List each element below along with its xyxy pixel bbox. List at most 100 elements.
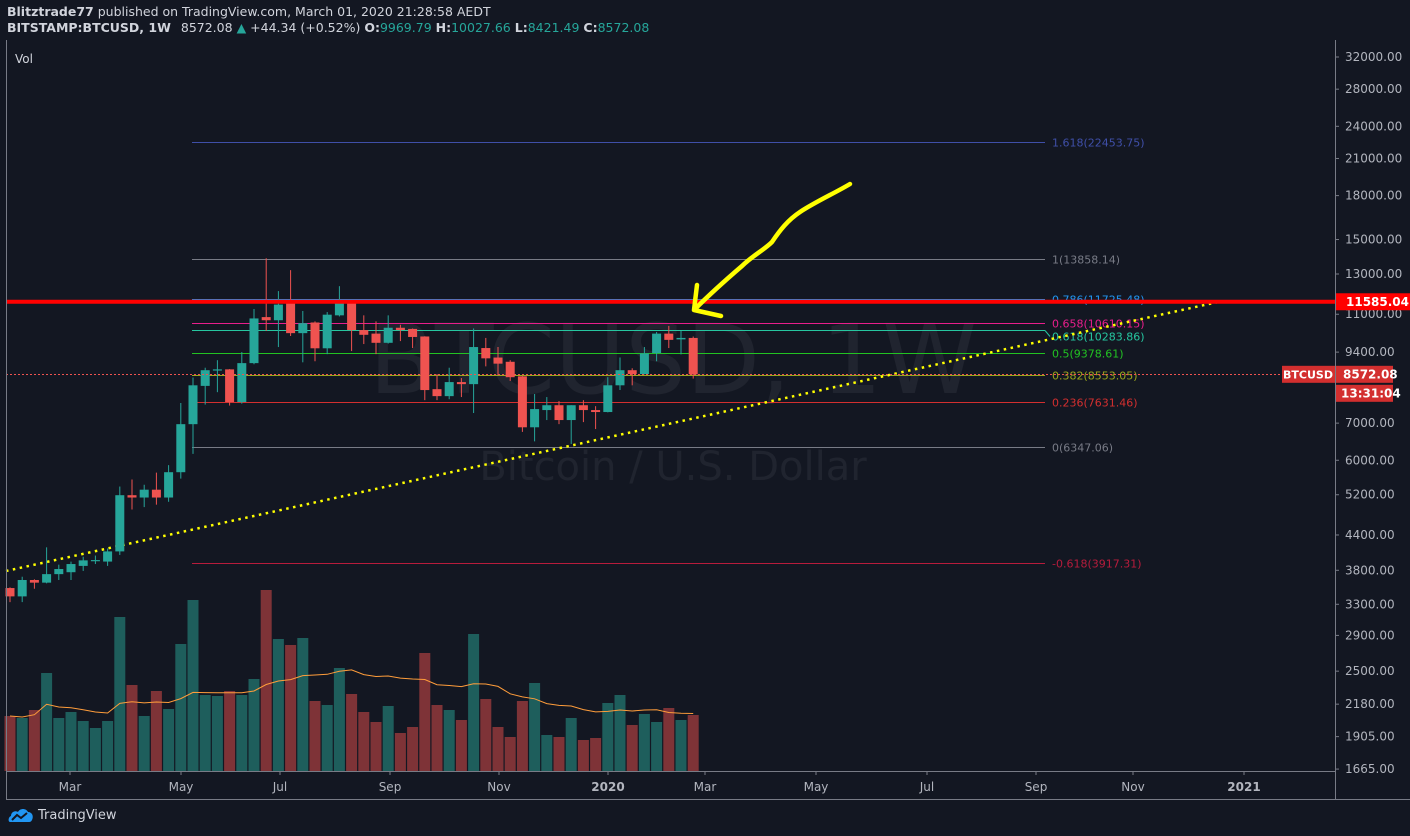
candle-body (78, 560, 88, 566)
price-change: +44.34 (+0.52%) (250, 20, 361, 35)
volume-bar (358, 712, 370, 771)
price-axis-label: 24000.00 (1345, 119, 1402, 133)
time-axis-label: Jul (919, 780, 934, 794)
candle (261, 258, 271, 332)
candle (298, 310, 308, 363)
candle-body (420, 336, 430, 391)
candle-body (103, 551, 113, 562)
last-price-tag (1336, 365, 1393, 383)
volume-bar (577, 740, 589, 771)
candle-body (359, 330, 369, 335)
candle-body (395, 327, 405, 331)
time-axis-label: May (804, 780, 829, 794)
hand-drawn-arrow-annotation[interactable] (691, 181, 853, 319)
volume-bar (187, 600, 199, 771)
symbol-watermark: BTCUSD, 1W Bitcoin / U.S. Dollar (369, 304, 977, 490)
candle (676, 331, 686, 355)
volume-bar (431, 705, 443, 771)
price-axis-label: 2500.00 (1345, 664, 1395, 678)
candle (652, 331, 662, 362)
price-axis[interactable]: 32000.00 28000.00 24000.00 21000.00 18000.00… (1335, 50, 1402, 776)
low-label: L: (514, 20, 528, 35)
candle (237, 352, 247, 404)
volume-bar (516, 701, 528, 771)
tradingview-branding[interactable]: TradingView (8, 807, 117, 823)
volume-bar (65, 712, 77, 771)
volume-bar (211, 696, 223, 771)
volume-bar (260, 590, 272, 771)
candle-body (90, 560, 100, 562)
candle (688, 336, 698, 379)
candle (456, 378, 466, 398)
candlestick-series (5, 258, 698, 603)
candle-body (652, 333, 662, 354)
candle (578, 400, 588, 423)
candle-body (42, 574, 52, 583)
candle-body (249, 318, 259, 364)
candle-body (298, 323, 308, 334)
candle (639, 347, 649, 375)
candle (5, 587, 15, 603)
candle (54, 564, 64, 580)
author-name[interactable]: Blitztrade77 (7, 4, 94, 19)
volume-bar (443, 710, 455, 771)
volume-bar (53, 718, 65, 771)
low-value: 8421.49 (527, 20, 580, 35)
candle (542, 397, 552, 421)
price-axis-label: 7000.00 (1345, 416, 1395, 430)
countdown-tag (1336, 384, 1393, 402)
volume-bar (638, 714, 650, 771)
volume-bar (163, 709, 175, 771)
high-value: 10027.66 (451, 20, 511, 35)
candle-body (578, 405, 588, 411)
candle-body (334, 302, 344, 316)
fib-level-label: 1.618(22453.75) (1052, 137, 1145, 150)
volume-bar (16, 718, 28, 771)
volume-pane-label[interactable]: Vol (15, 52, 33, 66)
candle (17, 576, 27, 603)
candle (383, 315, 393, 344)
candle-body (432, 389, 442, 397)
volume-bar (236, 695, 248, 771)
tradingview-wordmark: TradingView (38, 807, 117, 823)
time-axis-label: 2021 (1227, 780, 1260, 794)
candle (432, 374, 442, 401)
candle (90, 555, 100, 565)
watermark-description: Bitcoin / U.S. Dollar (479, 444, 867, 490)
volume-bar (602, 703, 614, 771)
candle (29, 579, 39, 589)
time-axis-label: Sep (1025, 780, 1048, 794)
candle (505, 360, 515, 381)
candle (225, 369, 235, 406)
volume-bar (77, 721, 89, 771)
volume-bar (248, 679, 260, 771)
candle-body (639, 353, 649, 375)
volume-bar (346, 694, 358, 771)
fib-level-label: 0.5(9378.61) (1052, 348, 1124, 361)
time-axis-label: Mar (59, 780, 82, 794)
candle (127, 479, 137, 510)
price-axis-label: 6000.00 (1345, 453, 1395, 467)
volume-bar (675, 720, 687, 771)
volume-bars (4, 590, 699, 771)
open-label: O: (364, 20, 380, 35)
volume-bar (285, 645, 297, 771)
candle (66, 561, 76, 580)
candle (664, 325, 674, 349)
candle (188, 377, 198, 454)
candle (481, 337, 491, 367)
price-axis-label: 5200.00 (1345, 488, 1395, 502)
price-axis-label: 11000.00 (1345, 307, 1402, 321)
high-label: H: (435, 20, 452, 35)
time-axis[interactable]: Mar May Jul Sep Nov 2020 Mar May Jul Sep Nov 2021 (59, 771, 1261, 794)
candle-body (54, 569, 64, 575)
volume-bar (114, 617, 126, 771)
fibonacci-retracement[interactable]: 1.618(22453.75)1(13858.14)0.786(11725.48… (192, 137, 1145, 571)
volume-bar (504, 737, 516, 771)
candle (517, 376, 527, 432)
volume-bar (626, 725, 638, 771)
symbol-title[interactable]: BITSTAMP:BTCUSD, 1W (7, 20, 171, 35)
published-text: published on TradingView.com, March 01, … (97, 4, 491, 19)
candle-body (688, 337, 698, 375)
